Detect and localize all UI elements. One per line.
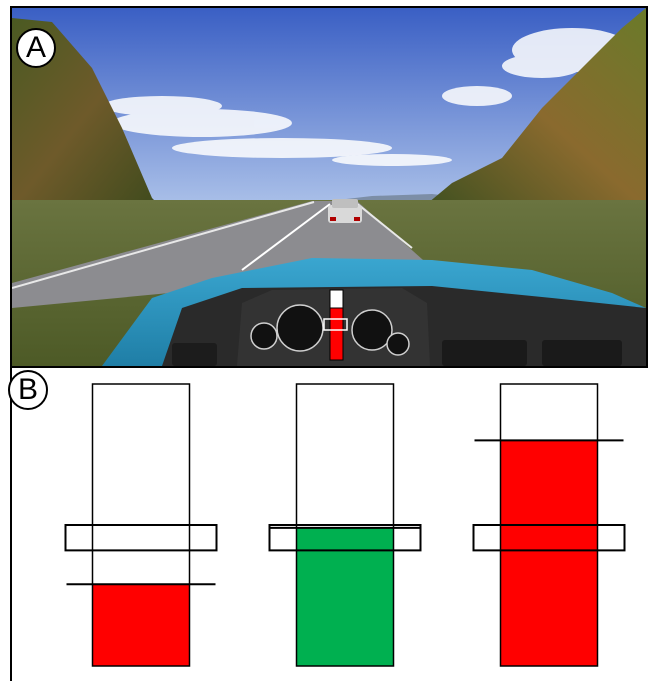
- lead-car: [328, 199, 362, 223]
- left-vent: [172, 343, 217, 366]
- driving-scene-panel: A: [10, 6, 648, 368]
- target-band-middle: [268, 524, 422, 552]
- right-vent: [542, 340, 622, 366]
- center-line: [241, 203, 331, 271]
- indicator-fill-right: [500, 440, 598, 666]
- driving-scene: [12, 8, 646, 366]
- target-band-right: [472, 524, 626, 552]
- panel-a-label: A: [16, 28, 56, 68]
- center-vent: [442, 340, 527, 366]
- indicator-fill-left: [92, 584, 190, 666]
- panel-b-label: B: [8, 370, 48, 410]
- gauges: [250, 304, 410, 356]
- indicator-fill-middle: [296, 527, 394, 666]
- indicator-states-panel: B: [8, 368, 648, 681]
- tachometer-gauge: [351, 309, 393, 351]
- indicator-bars: [64, 383, 626, 667]
- speedometer-gauge: [276, 304, 324, 352]
- scene-indicator-bar: [323, 289, 348, 361]
- road: [12, 201, 432, 308]
- road-edge-left: [12, 201, 315, 289]
- panel-divider: [10, 368, 12, 681]
- right-mountain: [422, 8, 646, 208]
- target-band-left: [64, 524, 218, 552]
- road-edge-right: [354, 201, 413, 249]
- small-gauge-right: [386, 332, 410, 356]
- small-gauge-left: [250, 322, 278, 350]
- left-mountain: [12, 18, 162, 208]
